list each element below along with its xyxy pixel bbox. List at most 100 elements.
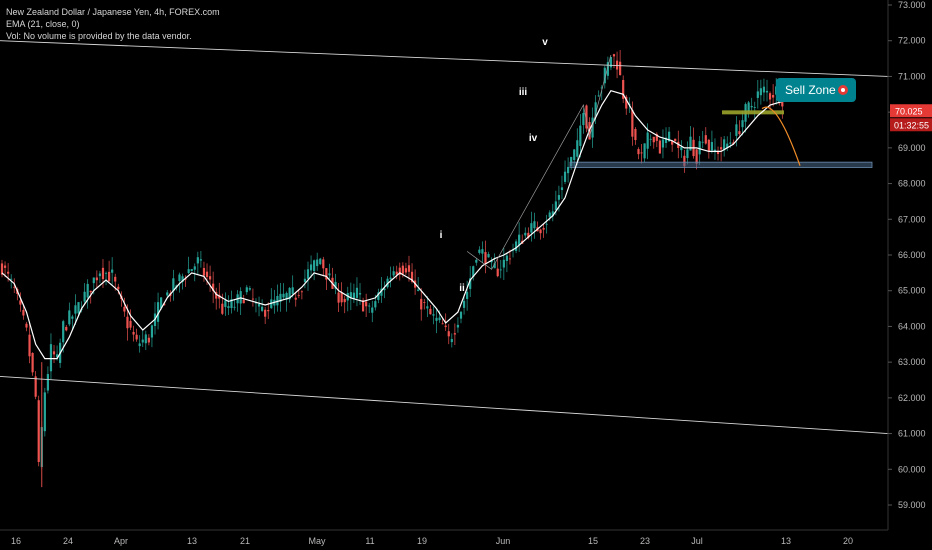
candle-body (132, 331, 135, 335)
candle-body (410, 271, 414, 282)
candle-body (726, 143, 729, 149)
candle-body (493, 263, 496, 269)
candle-body (772, 95, 775, 98)
candle-body (441, 323, 444, 325)
countdown-tag (890, 118, 932, 132)
candle-body (89, 290, 92, 293)
candle-body (658, 140, 661, 154)
candle-body (591, 117, 594, 138)
candle-body (640, 152, 643, 154)
candle-body (126, 316, 129, 329)
channel-upper-line (0, 40, 889, 77)
candle-body (671, 141, 674, 145)
candle-body (557, 195, 561, 200)
candle-body (135, 334, 138, 340)
candle-body (343, 298, 346, 303)
candle-body (340, 292, 343, 303)
candle-body (750, 105, 753, 108)
candle-body (637, 149, 640, 155)
candle-body (573, 149, 576, 161)
support-zone (569, 161, 873, 168)
candle-body (716, 150, 720, 155)
candle-body (0, 263, 4, 275)
price-tick-label: 64.000 (898, 321, 926, 331)
price-tick-label: 68.000 (898, 179, 926, 189)
candle-body (160, 297, 163, 309)
candle-body (765, 90, 769, 93)
candle-body (570, 156, 573, 167)
candle-body (499, 269, 502, 271)
countdown-value: 01:32:55 (894, 120, 929, 130)
volume-line: Vol: No volume is provided by the data v… (6, 31, 192, 41)
candle-body (300, 291, 303, 293)
candle-body (450, 338, 453, 343)
price-axis[interactable]: 73.00072.00071.00070.00069.00068.00067.0… (888, 0, 932, 510)
candle-body (101, 267, 105, 280)
candle-body (19, 300, 22, 305)
indicator-line: EMA (21, close, 0) (6, 19, 80, 29)
candle-body (86, 283, 89, 298)
candle-body (420, 298, 423, 310)
candle-body (374, 301, 377, 308)
candle-body (490, 260, 493, 263)
wave-label-iv: iv (529, 133, 538, 144)
candle-body (585, 105, 588, 129)
candle-body (723, 139, 726, 151)
candle-body (187, 269, 190, 273)
candle-body (444, 325, 447, 328)
price-tick-label: 61.000 (898, 429, 926, 439)
candle-body (111, 269, 114, 273)
candle-body (230, 299, 233, 309)
channel-lower-line (0, 375, 889, 435)
projection-path (761, 106, 801, 166)
candle-body (108, 271, 111, 282)
candle-body (138, 343, 141, 347)
wave-label-i: i (440, 230, 443, 241)
time-tick-label: 13 (781, 536, 791, 546)
candle-body (768, 93, 772, 100)
candle-body (600, 87, 603, 89)
candle-body (95, 277, 98, 281)
callout-box (776, 78, 856, 102)
price-tick-label: 60.000 (898, 464, 926, 474)
candle-body (762, 86, 766, 93)
candle-body (453, 333, 456, 335)
candle-body (551, 211, 554, 217)
candle-body (334, 281, 337, 289)
candle-body (208, 276, 212, 280)
candle-body (178, 274, 181, 282)
candle-body (518, 234, 521, 246)
candle-body (52, 351, 56, 355)
candle-body (404, 268, 408, 273)
candle-body (377, 292, 380, 300)
candle-body (288, 287, 291, 300)
candle-body (349, 292, 352, 298)
price-tick-label: 66.000 (898, 250, 926, 260)
candle-body (466, 291, 469, 299)
candle-body (202, 267, 206, 276)
candle-body (524, 232, 527, 236)
candle-body (276, 295, 279, 306)
candle-body (199, 259, 202, 261)
candle-body (579, 125, 582, 146)
candle-body (661, 139, 665, 148)
candle-body (156, 302, 160, 322)
red-circle-icon-center (841, 88, 845, 92)
candle-body (560, 187, 564, 191)
candle-body (704, 135, 707, 144)
candle-body (478, 249, 481, 253)
candle-body (68, 310, 71, 325)
chart-legend: New Zealand Dollar / Japanese Yen, 4h, F… (6, 6, 220, 42)
time-axis[interactable]: 16 24 Apr 13 21 May 11 19 Jun 15 23 Jul 13 20 (11, 536, 853, 546)
price-tick-label: 71.000 (898, 71, 926, 81)
candle-body (13, 286, 16, 288)
candle-body (472, 266, 475, 277)
candle-body (77, 302, 80, 314)
candle-body (710, 142, 714, 151)
candle-body (291, 287, 294, 295)
candle-body (267, 310, 270, 312)
candle-body (43, 392, 46, 432)
candle-body (417, 289, 420, 291)
